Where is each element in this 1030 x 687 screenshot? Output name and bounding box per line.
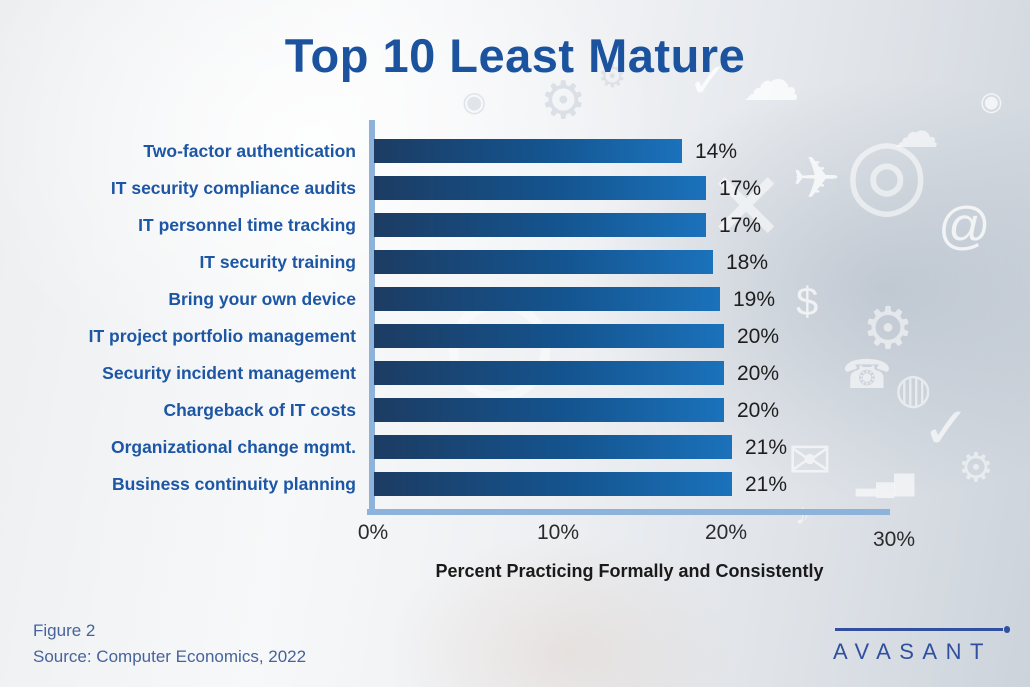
category-label: IT security compliance audits [110, 178, 356, 198]
logo-wordmark: AVASANT [833, 638, 992, 664]
category-label: Chargeback of IT costs [163, 400, 356, 420]
bar [374, 324, 724, 348]
music-note-icon: ♪ [795, 500, 810, 530]
category-label: Business continuity planning [111, 474, 356, 494]
bar [374, 213, 706, 237]
bar [374, 250, 713, 274]
value-label: 21% [745, 473, 788, 496]
figure-label: Figure 2 [33, 621, 96, 640]
bar-row: Business continuity planning 21% [0, 472, 1030, 496]
bar-row: IT security training 18% [0, 250, 1030, 274]
figure-footer: Figure 2 Source: Computer Economics, 202… [33, 618, 306, 671]
x-axis-caption: Percent Practicing Formally and Consiste… [435, 561, 824, 581]
bar [374, 398, 724, 422]
value-label: 20% [737, 362, 780, 385]
source-credit: Source: Computer Economics, 2022 [33, 647, 307, 667]
bar [374, 472, 732, 496]
value-label: 21% [745, 436, 788, 459]
category-label: IT project portfolio management [88, 326, 356, 346]
bar-row: IT personnel time tracking 17% [0, 213, 1030, 237]
network-nodes-icon: ◉ [980, 86, 1003, 116]
value-label: 14% [695, 140, 738, 163]
value-label: 17% [719, 177, 762, 200]
x-tick-label: 30% [872, 528, 916, 551]
crossed-wrenches-icon: ✕ [706, 154, 787, 261]
bar-row: Chargeback of IT costs 20% [0, 398, 1030, 422]
category-label: IT security training [199, 252, 356, 272]
value-label: 20% [737, 325, 780, 348]
bar [374, 139, 682, 163]
bar-row: Security incident management 20% [0, 361, 1030, 385]
value-label: 19% [733, 288, 776, 311]
category-label: Bring your own device [168, 289, 356, 309]
value-label: 18% [726, 251, 769, 274]
avasant-logo: AVASANT [833, 626, 1010, 665]
x-tick-label: 10% [536, 521, 580, 544]
bar [374, 176, 706, 200]
y-axis-line [369, 120, 375, 514]
map-pin-icon: ◉ [462, 86, 487, 117]
bar-row: Bring your own device 19% [0, 287, 1030, 311]
bar [374, 287, 720, 311]
x-tick-label: 20% [704, 521, 748, 544]
bar-row: Organizational change mgmt. 21% [0, 435, 1030, 459]
bar [374, 435, 732, 459]
x-axis-line [367, 509, 890, 515]
category-label: Two-factor authentication [143, 141, 356, 161]
bar [374, 361, 724, 385]
category-label: IT personnel time tracking [138, 215, 356, 235]
x-tick-label: 0% [357, 521, 389, 544]
value-label: 20% [737, 399, 780, 422]
category-label: Security incident management [102, 363, 356, 383]
chart-title: Top 10 Least Mature [284, 29, 746, 82]
logo-rule-and-dot-icon [835, 626, 1010, 632]
bar-row: IT security compliance audits 17% [0, 176, 1030, 200]
value-label: 17% [719, 214, 762, 237]
bar-row: IT project portfolio management 20% [0, 324, 1030, 348]
category-label: Organizational change mgmt. [110, 437, 356, 457]
bar-row: Two-factor authentication 14% [0, 139, 1030, 163]
